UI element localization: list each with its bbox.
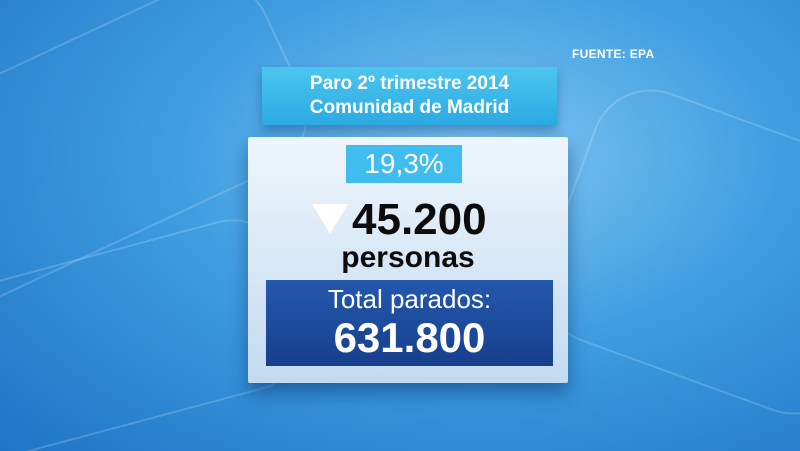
rate: 19,3% [346, 145, 462, 183]
change: 45.200 [352, 195, 487, 244]
total-value: 631.800 [333, 314, 486, 361]
unit: personas [341, 241, 475, 274]
total-box: Total parados: 631.800 [266, 280, 553, 366]
title-line: Paro 2º trimestre 2014 [309, 73, 510, 94]
down-arrow [312, 204, 348, 234]
total-label: Total parados: [327, 284, 492, 314]
down-arrow-shape [312, 204, 348, 234]
source: FUENTE: EPA [572, 47, 655, 61]
title-line: Comunidad de Madrid [309, 97, 510, 118]
title-box: Paro 2º trimestre 2014 Comunidad de Madr… [262, 67, 557, 125]
